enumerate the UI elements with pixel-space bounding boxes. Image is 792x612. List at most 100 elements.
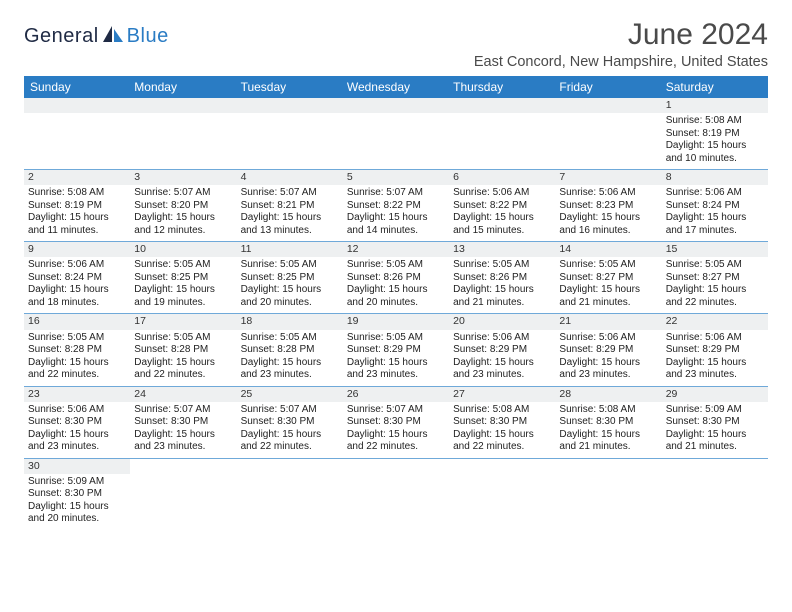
day-content-row: Sunrise: 5:08 AMSunset: 8:19 PMDaylight:… <box>24 185 768 242</box>
day-cell-line: Sunset: 8:28 PM <box>134 344 232 357</box>
logo-sail-icon <box>101 24 125 49</box>
day-cell: Sunrise: 5:05 AMSunset: 8:26 PMDaylight:… <box>343 257 449 314</box>
day-cell-line: Sunset: 8:20 PM <box>134 200 232 213</box>
day-cell-line: and 23 minutes. <box>559 369 657 382</box>
day-cell-line: Daylight: 15 hours <box>28 429 126 442</box>
day-number: 25 <box>237 386 343 402</box>
day-number: 22 <box>662 314 768 330</box>
day-number: 13 <box>449 242 555 258</box>
day-cell-line: Sunrise: 5:07 AM <box>134 187 232 200</box>
day-cell-line: Daylight: 15 hours <box>559 212 657 225</box>
day-cell-line: Daylight: 15 hours <box>453 429 551 442</box>
day-cell-line: Daylight: 15 hours <box>666 140 764 153</box>
day-number: 8 <box>662 170 768 186</box>
day-cell-line: Sunset: 8:22 PM <box>347 200 445 213</box>
day-cell-line: Sunrise: 5:06 AM <box>666 332 764 345</box>
day-cell-line: Sunset: 8:22 PM <box>453 200 551 213</box>
day-cell-line: Sunset: 8:30 PM <box>28 488 126 501</box>
day-cell-line: and 23 minutes. <box>28 441 126 454</box>
day-cell-line: Sunset: 8:26 PM <box>453 272 551 285</box>
day-cell-line: Sunrise: 5:08 AM <box>453 404 551 417</box>
day-cell: Sunrise: 5:05 AMSunset: 8:25 PMDaylight:… <box>237 257 343 314</box>
page-header: General Blue June 2024 East Concord, New… <box>24 18 768 70</box>
day-number-row: 23242526272829 <box>24 386 768 402</box>
day-cell <box>343 474 449 530</box>
day-cell: Sunrise: 5:07 AMSunset: 8:30 PMDaylight:… <box>237 402 343 459</box>
day-cell: Sunrise: 5:08 AMSunset: 8:30 PMDaylight:… <box>555 402 661 459</box>
day-cell-line: Sunset: 8:26 PM <box>347 272 445 285</box>
day-cell: Sunrise: 5:09 AMSunset: 8:30 PMDaylight:… <box>662 402 768 459</box>
day-cell-line: Daylight: 15 hours <box>347 429 445 442</box>
day-cell-line: and 16 minutes. <box>559 225 657 238</box>
page-subtitle: East Concord, New Hampshire, United Stat… <box>474 54 768 70</box>
day-cell-line: Sunrise: 5:05 AM <box>347 332 445 345</box>
day-cell-line: Sunset: 8:23 PM <box>559 200 657 213</box>
day-number: 21 <box>555 314 661 330</box>
day-cell <box>449 474 555 530</box>
day-content-row: Sunrise: 5:06 AMSunset: 8:24 PMDaylight:… <box>24 257 768 314</box>
day-cell-line: and 23 minutes. <box>241 369 339 382</box>
day-cell <box>237 474 343 530</box>
day-number: 5 <box>343 170 449 186</box>
day-cell-line: Sunset: 8:30 PM <box>453 416 551 429</box>
day-number <box>662 458 768 474</box>
weekday-header-row: Sunday Monday Tuesday Wednesday Thursday… <box>24 76 768 98</box>
day-cell-line: and 22 minutes. <box>347 441 445 454</box>
day-cell-line: Sunrise: 5:07 AM <box>134 404 232 417</box>
day-cell-line: Sunset: 8:30 PM <box>241 416 339 429</box>
day-cell: Sunrise: 5:05 AMSunset: 8:27 PMDaylight:… <box>662 257 768 314</box>
day-cell-line: Sunset: 8:25 PM <box>241 272 339 285</box>
day-number: 24 <box>130 386 236 402</box>
day-cell: Sunrise: 5:05 AMSunset: 8:28 PMDaylight:… <box>130 330 236 387</box>
day-cell-line: and 11 minutes. <box>28 225 126 238</box>
day-cell: Sunrise: 5:07 AMSunset: 8:30 PMDaylight:… <box>343 402 449 459</box>
day-cell: Sunrise: 5:06 AMSunset: 8:29 PMDaylight:… <box>662 330 768 387</box>
day-cell-line: Daylight: 15 hours <box>134 429 232 442</box>
day-cell-line: Daylight: 15 hours <box>241 284 339 297</box>
day-cell <box>24 113 130 170</box>
day-cell-line: Sunset: 8:30 PM <box>28 416 126 429</box>
day-cell-line: Sunrise: 5:06 AM <box>453 332 551 345</box>
day-number: 15 <box>662 242 768 258</box>
day-content-row: Sunrise: 5:06 AMSunset: 8:30 PMDaylight:… <box>24 402 768 459</box>
weekday-header: Tuesday <box>237 76 343 98</box>
day-cell-line: Sunset: 8:30 PM <box>347 416 445 429</box>
day-number: 7 <box>555 170 661 186</box>
day-cell-line: and 20 minutes. <box>241 297 339 310</box>
day-cell-line: Daylight: 15 hours <box>559 357 657 370</box>
day-number <box>237 98 343 113</box>
day-cell-line: and 10 minutes. <box>666 153 764 166</box>
day-cell-line: Sunset: 8:29 PM <box>453 344 551 357</box>
day-number: 3 <box>130 170 236 186</box>
day-cell-line: Daylight: 15 hours <box>134 284 232 297</box>
day-cell-line: Sunrise: 5:06 AM <box>28 404 126 417</box>
day-cell: Sunrise: 5:05 AMSunset: 8:28 PMDaylight:… <box>237 330 343 387</box>
day-number-row: 1 <box>24 98 768 113</box>
day-cell-line: Sunrise: 5:06 AM <box>559 187 657 200</box>
day-cell-line: Daylight: 15 hours <box>241 357 339 370</box>
day-cell-line: Sunset: 8:29 PM <box>559 344 657 357</box>
logo: General Blue <box>24 18 169 49</box>
day-cell: Sunrise: 5:07 AMSunset: 8:20 PMDaylight:… <box>130 185 236 242</box>
day-cell-line: Daylight: 15 hours <box>453 284 551 297</box>
day-number: 30 <box>24 458 130 474</box>
day-cell-line: Daylight: 15 hours <box>28 357 126 370</box>
weekday-header: Wednesday <box>343 76 449 98</box>
day-cell-line: Sunrise: 5:05 AM <box>347 259 445 272</box>
day-cell-line: and 23 minutes. <box>347 369 445 382</box>
day-cell-line: and 22 minutes. <box>666 297 764 310</box>
day-number <box>130 98 236 113</box>
day-number <box>449 98 555 113</box>
day-number: 19 <box>343 314 449 330</box>
weekday-header: Thursday <box>449 76 555 98</box>
day-number <box>343 98 449 113</box>
day-cell: Sunrise: 5:08 AMSunset: 8:19 PMDaylight:… <box>24 185 130 242</box>
day-cell: Sunrise: 5:08 AMSunset: 8:30 PMDaylight:… <box>449 402 555 459</box>
day-cell: Sunrise: 5:06 AMSunset: 8:29 PMDaylight:… <box>449 330 555 387</box>
day-number: 29 <box>662 386 768 402</box>
day-cell-line: and 13 minutes. <box>241 225 339 238</box>
logo-text-general: General <box>24 25 99 48</box>
day-cell-line: Daylight: 15 hours <box>347 212 445 225</box>
day-number: 12 <box>343 242 449 258</box>
day-cell-line: Sunrise: 5:07 AM <box>347 404 445 417</box>
